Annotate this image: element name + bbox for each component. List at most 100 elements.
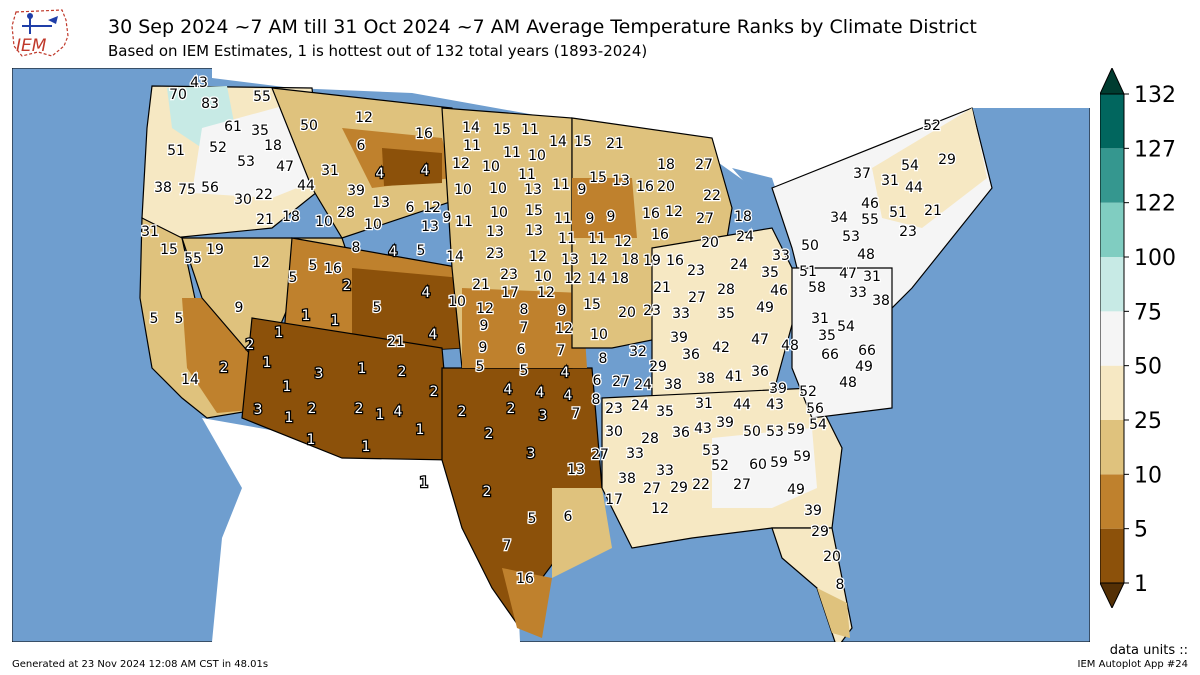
district-rank-label: 4 [394, 404, 403, 420]
district-rank-label: 16 [636, 179, 654, 195]
district-rank-label: 50 [300, 118, 318, 134]
district-rank-label: 1 [416, 422, 425, 438]
colorbar-swatch [1100, 474, 1124, 529]
district-rank-label: 2 [485, 426, 494, 442]
district-rank-label: 15 [160, 242, 178, 258]
district-rank-label: 55 [184, 251, 202, 267]
district-rank-label: 49 [787, 482, 805, 498]
district-rank-label: 47 [276, 159, 294, 175]
district-rank-label: 38 [872, 293, 890, 309]
district-rank-label: 30 [234, 192, 252, 208]
district-rank-label: 21 [256, 212, 274, 228]
region-colorado-hot [352, 268, 462, 353]
district-rank-label: 2 [220, 360, 229, 376]
district-rank-label: 17 [501, 285, 519, 301]
district-rank-label: 16 [516, 571, 534, 587]
district-rank-label: 56 [806, 401, 824, 417]
district-rank-label: 52 [209, 140, 227, 156]
district-rank-label: 13 [421, 219, 439, 235]
district-rank-label: 1 [420, 475, 429, 491]
region-appalachia [712, 428, 817, 508]
district-rank-label: 31 [695, 396, 713, 412]
district-rank-label: 43 [694, 421, 712, 437]
district-rank-label: 23 [486, 246, 504, 262]
district-rank-label: 11 [521, 122, 539, 138]
district-rank-label: 23 [643, 303, 661, 319]
district-rank-label: 9 [578, 182, 587, 198]
district-rank-label: 5 [417, 243, 426, 259]
logo-text: IEM [16, 36, 47, 56]
district-rank-label: 13 [561, 252, 579, 268]
district-rank-label: 11 [588, 231, 606, 247]
district-rank-label: 31 [811, 311, 829, 327]
district-rank-label: 4 [422, 285, 431, 301]
district-rank-label: 1 [307, 432, 316, 448]
district-rank-label: 11 [503, 145, 521, 161]
district-rank-label: 27 [688, 290, 706, 306]
district-rank-label: 6 [357, 138, 366, 154]
district-rank-label: 19 [206, 242, 224, 258]
district-rank-label: 12 [252, 255, 270, 271]
district-rank-label: 16 [415, 126, 433, 142]
district-rank-label: 18 [621, 252, 639, 268]
district-rank-label: 59 [793, 449, 811, 465]
district-rank-label: 10 [489, 181, 507, 197]
district-rank-label: 20 [657, 179, 675, 195]
district-rank-label: 14 [446, 249, 464, 265]
district-rank-label: 16 [651, 227, 669, 243]
colorbar-tick-label: 25 [1134, 409, 1162, 434]
district-rank-label: 2 [355, 401, 364, 417]
district-rank-label: 41 [725, 369, 743, 385]
district-rank-label: 44 [905, 180, 923, 196]
district-rank-label: 12 [537, 285, 555, 301]
district-rank-label: 22 [692, 477, 710, 493]
colorbar-tick-label: 75 [1134, 300, 1162, 325]
district-rank-label: 38 [618, 471, 636, 487]
district-rank-label: 3 [527, 446, 536, 462]
district-rank-label: 11 [554, 211, 572, 227]
district-rank-label: 11 [463, 138, 481, 154]
district-rank-label: 24 [634, 377, 652, 393]
colorbar-swatch [1100, 94, 1124, 149]
district-rank-label: 5 [150, 311, 159, 327]
district-rank-label: 31 [321, 163, 339, 179]
region-mid-atlantic [791, 267, 893, 419]
district-rank-label: 21 [387, 334, 405, 350]
district-rank-label: 54 [837, 319, 855, 335]
district-rank-label: 33 [849, 285, 867, 301]
district-rank-label: 54 [901, 158, 919, 174]
district-rank-label: 1 [283, 379, 292, 395]
district-rank-label: 10 [590, 327, 608, 343]
colorbar-swatch [1100, 257, 1124, 312]
district-rank-label: 9 [480, 318, 489, 334]
district-rank-label: 4 [429, 327, 438, 343]
district-rank-label: 29 [649, 359, 667, 375]
district-rank-label: 59 [787, 422, 805, 438]
district-rank-label: 6 [517, 342, 526, 358]
district-rank-label: 1 [275, 325, 284, 341]
district-rank-label: 8 [836, 577, 845, 593]
district-rank-label: 28 [641, 431, 659, 447]
district-rank-label: 14 [549, 134, 567, 150]
district-rank-label: 10 [528, 148, 546, 164]
district-rank-label: 13 [525, 223, 543, 239]
district-rank-label: 33 [626, 446, 644, 462]
district-rank-label: 31 [881, 173, 899, 189]
district-rank-label: 1 [263, 355, 272, 371]
district-rank-label: 29 [938, 152, 956, 168]
district-rank-label: 43 [766, 397, 784, 413]
district-rank-label: 5 [175, 311, 184, 327]
district-rank-label: 35 [818, 328, 836, 344]
district-rank-label: 12 [452, 156, 470, 172]
district-rank-label: 13 [567, 462, 585, 478]
district-rank-label: 47 [751, 332, 769, 348]
district-rank-label: 49 [855, 359, 873, 375]
district-rank-label: 75 [178, 182, 196, 198]
district-rank-label: 2 [458, 404, 467, 420]
district-rank-label: 70 [169, 87, 187, 103]
district-rank-label: 15 [589, 170, 607, 186]
district-rank-label: 46 [861, 196, 879, 212]
district-rank-label: 27 [643, 481, 661, 497]
district-rank-label: 15 [574, 134, 592, 150]
app-label: IEM Autoplot App #24 [1077, 659, 1188, 670]
